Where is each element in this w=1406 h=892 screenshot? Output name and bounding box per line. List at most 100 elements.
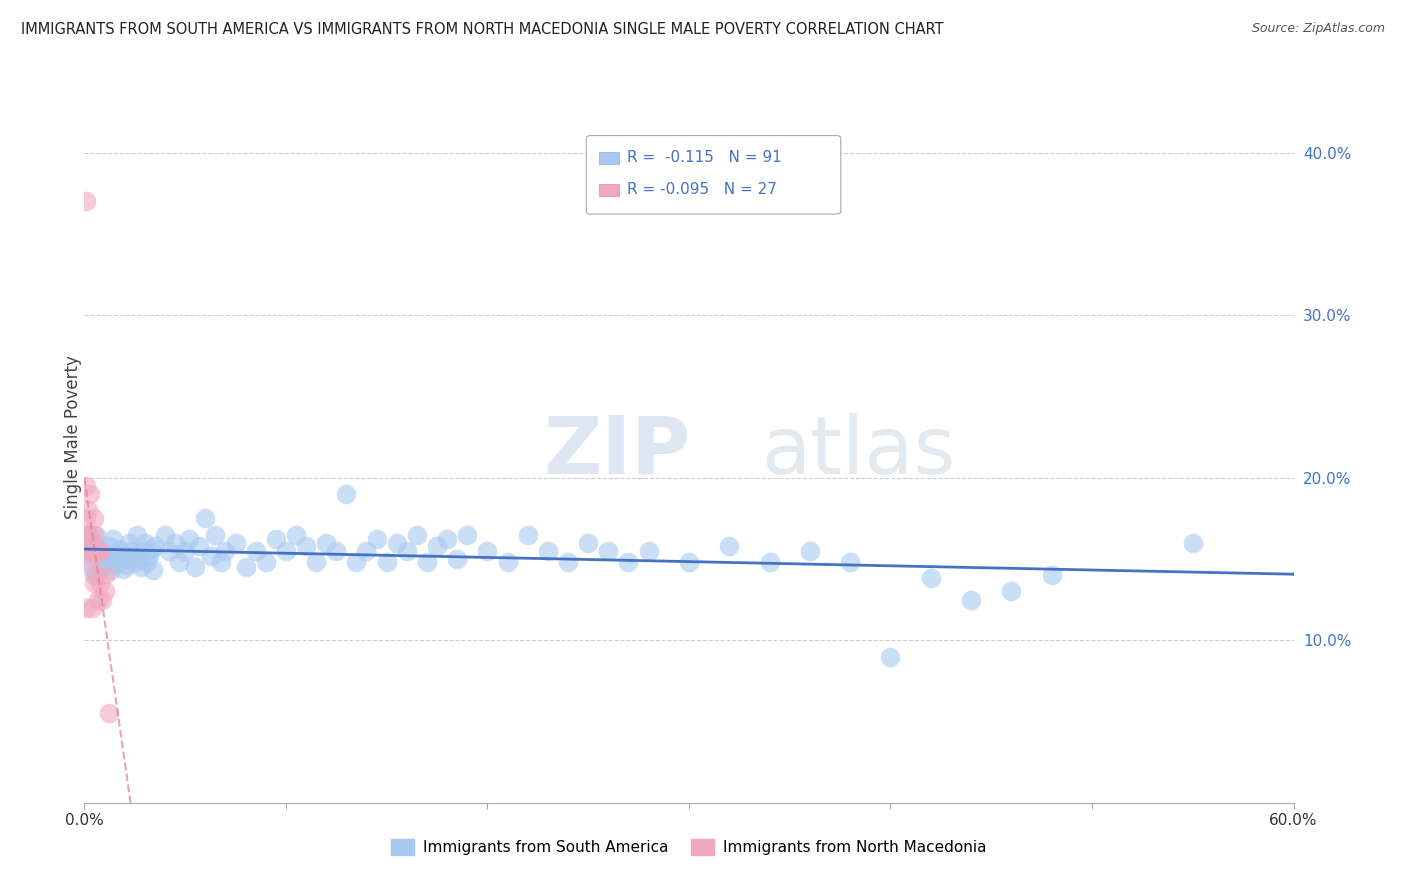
Point: [637, 544, 659, 558]
Point: [89, 576, 111, 591]
Point: [100, 563, 122, 577]
Point: [101, 533, 124, 547]
Point: [496, 555, 519, 569]
Point: [120, 544, 142, 558]
Point: [325, 544, 347, 558]
Point: [83, 511, 105, 525]
Point: [920, 572, 942, 586]
Point: [128, 552, 150, 566]
Point: [1181, 535, 1204, 549]
Point: [89, 544, 111, 558]
Point: [79, 487, 101, 501]
Point: [557, 555, 579, 569]
Point: [416, 555, 439, 569]
Point: [346, 555, 368, 569]
Point: [77, 503, 100, 517]
Point: [356, 544, 378, 558]
Point: [83, 568, 105, 582]
Text: Source: ZipAtlas.com: Source: ZipAtlas.com: [1251, 22, 1385, 36]
Point: [79, 555, 101, 569]
Point: [366, 533, 388, 547]
Point: [89, 544, 111, 558]
Point: [96, 549, 118, 563]
Point: [142, 563, 165, 577]
Point: [143, 539, 166, 553]
Point: [138, 549, 160, 563]
Point: [758, 555, 780, 569]
Point: [77, 544, 100, 558]
Point: [82, 600, 104, 615]
Point: [839, 555, 862, 569]
Point: [91, 592, 114, 607]
Text: ZIP: ZIP: [544, 413, 692, 491]
Point: [385, 535, 408, 549]
Point: [184, 560, 207, 574]
Point: [335, 487, 357, 501]
Point: [132, 544, 155, 558]
Point: [214, 544, 236, 558]
Point: [97, 706, 120, 721]
Point: [274, 544, 297, 558]
Point: [134, 535, 156, 549]
Point: [87, 592, 110, 607]
Point: [678, 555, 700, 569]
Point: [125, 527, 148, 541]
Point: [129, 560, 152, 574]
Point: [426, 539, 449, 553]
Y-axis label: Single Male Poverty: Single Male Poverty: [65, 355, 82, 519]
Point: [406, 527, 429, 541]
Point: [295, 539, 318, 553]
Text: atlas: atlas: [762, 413, 956, 491]
Point: [617, 555, 640, 569]
Point: [204, 527, 226, 541]
Point: [77, 527, 100, 541]
Point: [124, 555, 146, 569]
Point: [245, 544, 267, 558]
Point: [75, 600, 97, 615]
Point: [209, 555, 232, 569]
Point: [456, 527, 478, 541]
Point: [179, 533, 201, 547]
Point: [264, 533, 287, 547]
Point: [75, 511, 97, 525]
Point: [87, 552, 110, 566]
Point: [576, 535, 599, 549]
Point: [799, 544, 821, 558]
Point: [194, 511, 217, 525]
Point: [1040, 568, 1063, 582]
Point: [598, 544, 620, 558]
Text: IMMIGRANTS FROM SOUTH AMERICA VS IMMIGRANTS FROM NORTH MACEDONIA SINGLE MALE POV: IMMIGRANTS FROM SOUTH AMERICA VS IMMIGRA…: [21, 22, 943, 37]
Point: [82, 535, 104, 549]
Point: [537, 544, 560, 558]
Point: [285, 527, 308, 541]
Point: [135, 555, 157, 569]
Point: [960, 592, 983, 607]
Point: [305, 555, 328, 569]
Point: [118, 535, 141, 549]
Point: [200, 549, 222, 563]
Legend: Immigrants from South America, Immigrants from North Macedonia: Immigrants from South America, Immigrant…: [385, 833, 993, 861]
Point: [86, 568, 108, 582]
Point: [188, 539, 211, 553]
Point: [1000, 584, 1022, 599]
Text: R = -0.095   N = 27: R = -0.095 N = 27: [627, 183, 778, 197]
Point: [91, 560, 114, 574]
Point: [86, 544, 108, 558]
Point: [83, 544, 105, 558]
Point: [315, 535, 337, 549]
Point: [77, 544, 100, 558]
Point: [121, 549, 143, 563]
Point: [93, 568, 115, 582]
Point: [111, 562, 134, 576]
Point: [718, 539, 741, 553]
Point: [139, 542, 162, 557]
Point: [75, 479, 97, 493]
Point: [107, 542, 129, 557]
Point: [86, 527, 108, 541]
Point: [83, 527, 105, 541]
Point: [105, 547, 128, 561]
Point: [235, 560, 257, 574]
Point: [115, 558, 138, 573]
Text: R =  -0.115   N = 91: R = -0.115 N = 91: [627, 151, 782, 165]
Point: [93, 555, 115, 569]
